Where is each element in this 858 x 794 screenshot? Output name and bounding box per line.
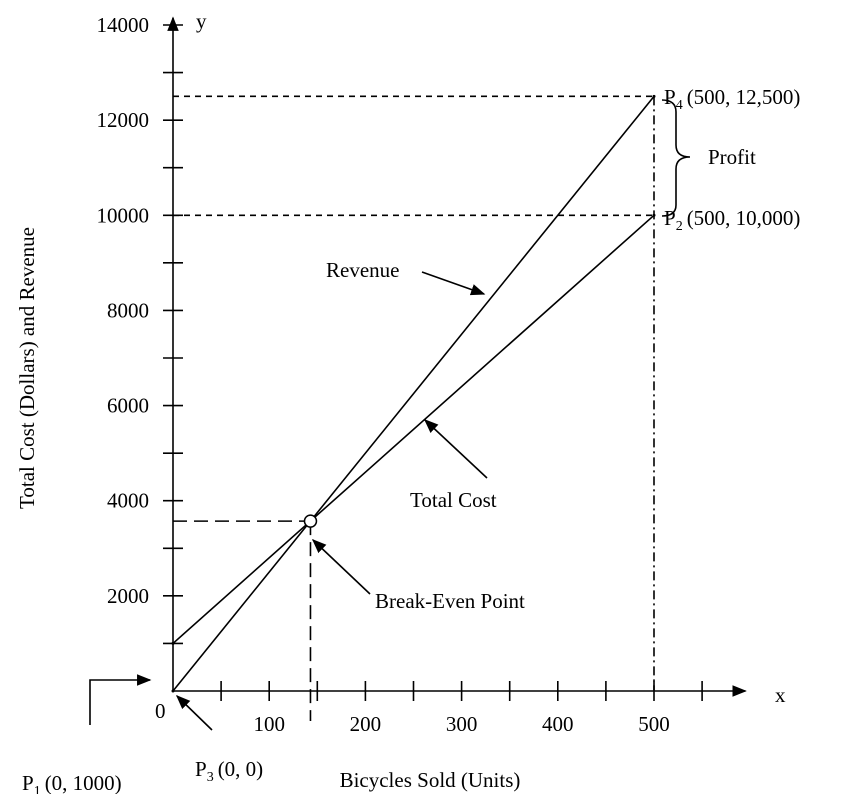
series-label: Revenue xyxy=(326,258,399,282)
point-coords: (500, 12,500) xyxy=(687,85,801,109)
profit-brace xyxy=(661,99,691,217)
cost-pointer xyxy=(423,419,488,479)
point-name: P xyxy=(664,85,676,109)
revenue-pointer xyxy=(421,271,486,296)
x-axis-name: x xyxy=(775,683,786,707)
y-tick-label: 8000 xyxy=(107,298,149,322)
p3-pointer xyxy=(175,694,213,731)
point-label: P4 (500, 12,500) xyxy=(664,85,800,113)
point-coords: (0, 0) xyxy=(218,757,264,781)
y-axis-label: Total Cost (Dollars) and Revenue xyxy=(15,227,39,509)
series-label: Total Cost xyxy=(410,488,497,512)
point-label: P1 (0, 1000) xyxy=(22,771,122,794)
point-name: P xyxy=(22,771,34,794)
y-tick-label: 2000 xyxy=(107,584,149,608)
point-label: P3 (0, 0) xyxy=(195,757,263,785)
point-name: P xyxy=(664,206,676,230)
break-even-point xyxy=(303,514,318,528)
y-tick-label: 10000 xyxy=(97,203,150,227)
break-even-pointer xyxy=(311,539,371,595)
break-even-label: Break-Even Point xyxy=(375,589,525,613)
origin-label: 0 xyxy=(155,699,166,723)
line xyxy=(172,95,655,692)
point-coords: (500, 10,000) xyxy=(687,206,801,230)
line xyxy=(172,214,655,645)
x-tick-label: 400 xyxy=(542,712,574,736)
p1-pointer xyxy=(89,674,152,725)
x-tick-label: 200 xyxy=(350,712,382,736)
point-coords: (0, 1000) xyxy=(45,771,122,794)
y-tick-label: 12000 xyxy=(97,108,150,132)
point xyxy=(171,689,175,693)
point xyxy=(652,94,656,98)
point-subscript: 2 xyxy=(676,219,683,234)
y-tick-label: 4000 xyxy=(107,489,149,513)
y-tick-label: 6000 xyxy=(107,394,149,418)
point-subscript: 4 xyxy=(676,98,683,113)
point-name: P xyxy=(195,757,207,781)
point-subscript: 1 xyxy=(34,784,41,794)
y-tick-label: 14000 xyxy=(97,13,150,37)
x-tick-label: 100 xyxy=(253,712,285,736)
point-subscript: 3 xyxy=(207,770,214,785)
profit-label: Profit xyxy=(708,145,756,169)
x-tick-label: 300 xyxy=(446,712,478,736)
x-axis-label: Bicycles Sold (Units) xyxy=(340,768,521,792)
point xyxy=(652,213,656,217)
y-axis-name: y xyxy=(196,9,207,33)
point-label: P2 (500, 10,000) xyxy=(664,206,800,234)
x-tick-label: 500 xyxy=(638,712,670,736)
point xyxy=(171,641,175,645)
